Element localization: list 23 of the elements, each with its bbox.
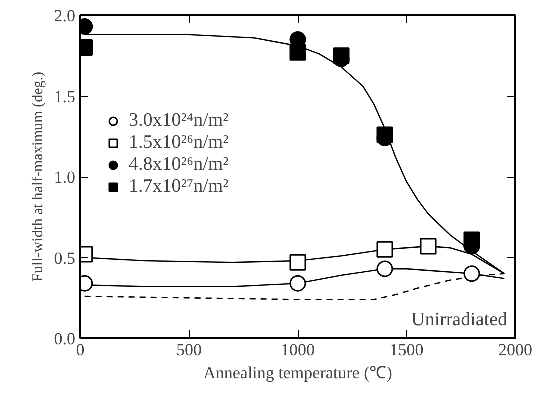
- y-tick-label: 0.0: [54, 330, 76, 348]
- x-tick-label: 1500: [390, 340, 424, 360]
- x-tick-label: 2000: [498, 340, 532, 360]
- x-tick-label: 1000: [281, 340, 315, 360]
- x-tick-label: 500: [176, 340, 202, 360]
- legend-label: 3.0x10²⁴n/m²: [129, 110, 229, 132]
- point: [464, 266, 480, 282]
- x-axis-title: Annealing temperature (℃): [204, 364, 392, 382]
- legend-label: 4.8x10²⁶n/m²: [129, 154, 229, 176]
- point: [290, 254, 306, 271]
- legend-label: 1.7x10²⁷n/m²: [129, 176, 229, 198]
- x-tick-label: 0: [76, 340, 85, 360]
- point: [290, 275, 306, 292]
- point: [376, 241, 394, 258]
- annotation: Unirradiated: [411, 310, 508, 330]
- point: [376, 260, 394, 278]
- y-axis-title: Full-width at half-maximum (deg.): [30, 72, 46, 282]
- y-tick-label: 2.0: [54, 6, 76, 26]
- y-tick-label: 0.5: [54, 248, 76, 268]
- point: [420, 238, 437, 255]
- legend-label: 1.5x10²⁶n/m²: [129, 132, 229, 154]
- y-tick-label: 1.5: [54, 87, 76, 106]
- y-tick-label: 1.0: [54, 168, 76, 187]
